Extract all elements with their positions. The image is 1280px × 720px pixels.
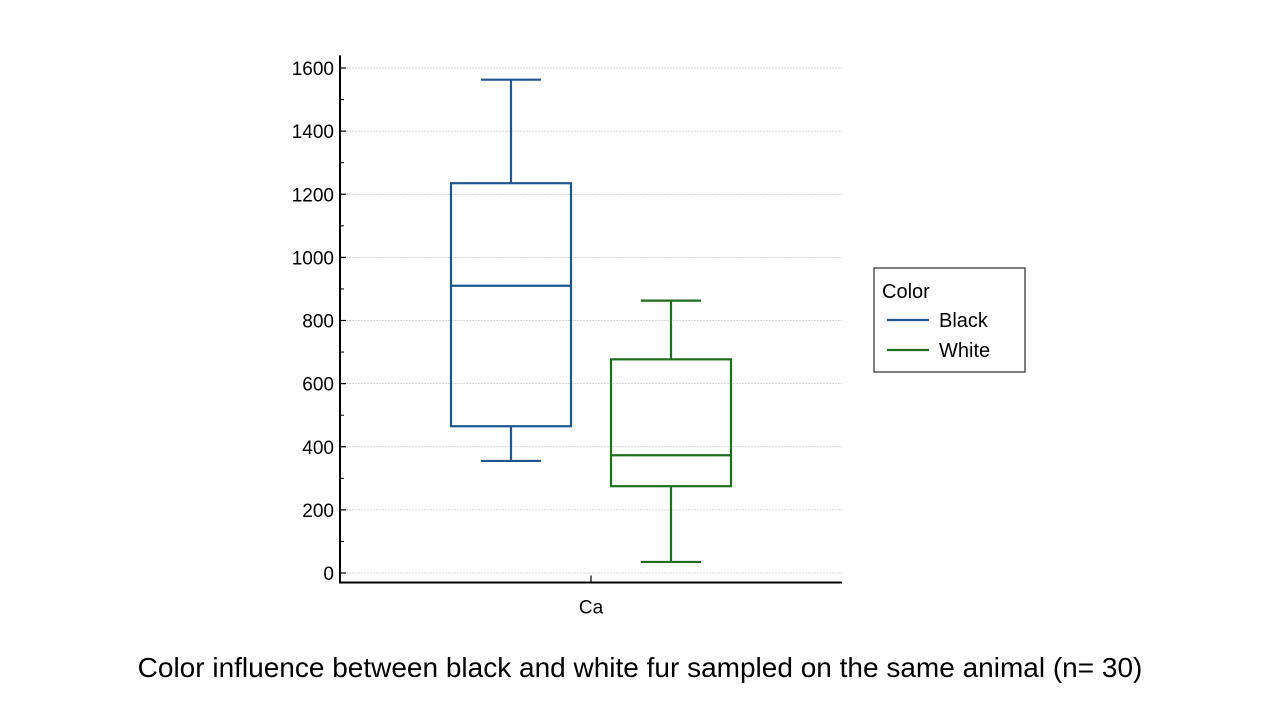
- grid-lines: [340, 67, 842, 574]
- legend-title: Color: [882, 281, 930, 303]
- y-tick-label: 1000: [292, 248, 334, 269]
- y-tick-label: 400: [302, 438, 334, 459]
- box-black: [449, 78, 573, 463]
- legend: Color Black White: [873, 267, 1026, 373]
- y-tick-label: 1400: [292, 122, 334, 143]
- y-tick-label: 1600: [292, 59, 334, 80]
- interquartile-box: [609, 358, 733, 488]
- axes: 0 200 400 600 800 1000 1200 1400 1600 Ca: [292, 55, 842, 618]
- y-tick-label: 0: [323, 564, 334, 585]
- y-tick-label: 600: [302, 375, 334, 396]
- box-plot: 0 200 400 600 800 1000 1200 1400 1600 Ca Color Bla…: [292, 55, 1026, 618]
- interquartile-box: [449, 182, 573, 428]
- legend-label-black: Black: [939, 310, 989, 332]
- y-tick-label: 200: [302, 501, 334, 522]
- y-tick-label: 1200: [292, 185, 334, 206]
- figure-caption: Color influence between black and white …: [137, 652, 1143, 683]
- box-white: [609, 299, 733, 564]
- x-tick-label: Ca: [579, 597, 604, 618]
- y-tick-label: 800: [302, 312, 334, 333]
- legend-label-white: White: [939, 340, 990, 362]
- boxes: [449, 78, 733, 564]
